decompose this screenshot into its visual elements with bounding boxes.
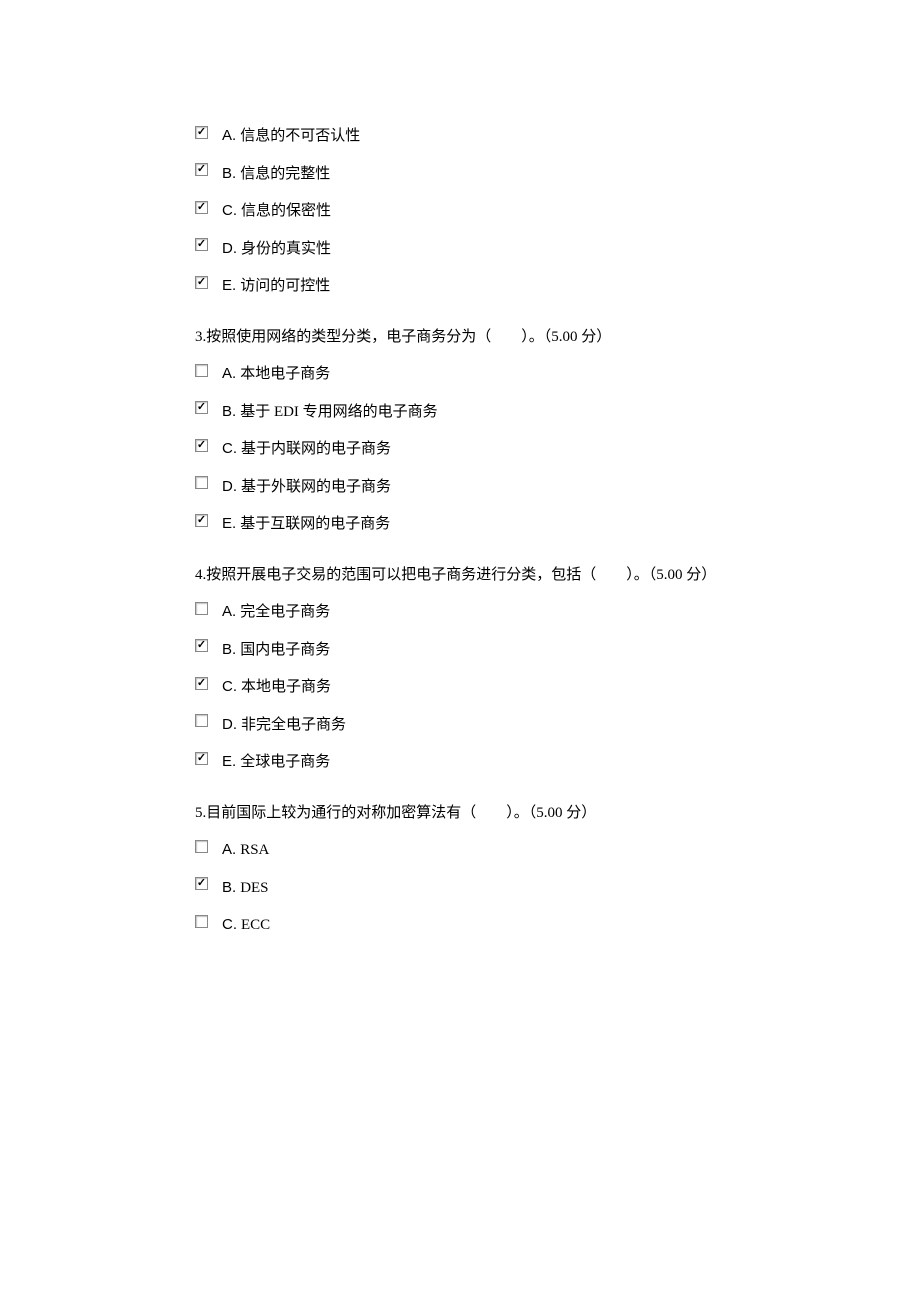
checkbox-checked-icon[interactable] [195,752,208,765]
checkbox-checked-icon[interactable] [195,238,208,251]
checkbox-checked-icon[interactable] [195,877,208,890]
option-text: 信息的保密性 [241,200,331,223]
checkbox-unchecked-icon[interactable] [195,915,208,928]
option-text: ECC [241,914,270,937]
checkbox-checked-icon[interactable] [195,126,208,139]
option-row: B.DES [195,877,725,900]
option-text: 身份的真实性 [241,238,331,261]
option-text: 全球电子商务 [240,751,330,774]
option-row: C.信息的保密性 [195,200,725,223]
checkbox-checked-icon[interactable] [195,276,208,289]
option-text: 信息的完整性 [240,163,330,186]
question-text: 5.目前国际上较为通行的对称加密算法有（ ）。（5.00 分） [195,802,725,825]
option-row: A.RSA [195,839,725,862]
checkbox-unchecked-icon[interactable] [195,364,208,377]
option-row: B.信息的完整性 [195,163,725,186]
option-text: 访问的可控性 [240,275,330,298]
option-row: A.完全电子商务 [195,601,725,624]
option-row: B.基于 EDI 专用网络的电子商务 [195,401,725,424]
option-text: 基于 EDI 专用网络的电子商务 [240,401,438,424]
option-letter: C. [222,914,237,937]
option-letter: B. [222,401,236,424]
option-row: E.基于互联网的电子商务 [195,513,725,536]
option-row: D.身份的真实性 [195,238,725,261]
checkbox-checked-icon[interactable] [195,439,208,452]
option-letter: E. [222,513,236,536]
option-text: 本地电子商务 [240,363,330,386]
option-row: A.信息的不可否认性 [195,125,725,148]
checkbox-checked-icon[interactable] [195,514,208,527]
option-text: 非完全电子商务 [241,714,346,737]
option-row: E.访问的可控性 [195,275,725,298]
question-text: 3.按照使用网络的类型分类，电子商务分为（ ）。（5.00 分） [195,326,725,349]
question-text: 4.按照开展电子交易的范围可以把电子商务进行分类，包括（ ）。（5.00 分） [195,564,725,587]
option-letter: E. [222,751,236,774]
option-letter: C. [222,438,237,461]
option-letter: B. [222,639,236,662]
option-letter: A. [222,839,236,862]
checkbox-checked-icon[interactable] [195,639,208,652]
option-row: D.非完全电子商务 [195,714,725,737]
option-text: 本地电子商务 [241,676,331,699]
checkbox-unchecked-icon[interactable] [195,840,208,853]
option-text: DES [240,877,268,900]
option-letter: A. [222,125,236,148]
option-letter: C. [222,676,237,699]
option-letter: D. [222,476,237,499]
option-row: C.基于内联网的电子商务 [195,438,725,461]
exam-page: A.信息的不可否认性B.信息的完整性C.信息的保密性D.身份的真实性E.访问的可… [0,0,920,1302]
option-letter: E. [222,275,236,298]
option-row: A.本地电子商务 [195,363,725,386]
checkbox-checked-icon[interactable] [195,677,208,690]
checkbox-checked-icon[interactable] [195,163,208,176]
option-text: 完全电子商务 [240,601,330,624]
option-letter: A. [222,363,236,386]
option-text: 基于内联网的电子商务 [241,438,391,461]
checkbox-unchecked-icon[interactable] [195,714,208,727]
option-letter: D. [222,238,237,261]
option-row: C.ECC [195,914,725,937]
option-row: E.全球电子商务 [195,751,725,774]
option-letter: C. [222,200,237,223]
option-text: RSA [240,839,269,862]
option-text: 信息的不可否认性 [240,125,360,148]
option-row: C.本地电子商务 [195,676,725,699]
option-text: 国内电子商务 [240,639,330,662]
option-row: B.国内电子商务 [195,639,725,662]
option-row: D.基于外联网的电子商务 [195,476,725,499]
option-letter: D. [222,714,237,737]
checkbox-checked-icon[interactable] [195,401,208,414]
checkbox-checked-icon[interactable] [195,201,208,214]
option-text: 基于互联网的电子商务 [240,513,390,536]
option-letter: A. [222,601,236,624]
checkbox-unchecked-icon[interactable] [195,602,208,615]
option-text: 基于外联网的电子商务 [241,476,391,499]
checkbox-unchecked-icon[interactable] [195,476,208,489]
option-letter: B. [222,163,236,186]
option-letter: B. [222,877,236,900]
